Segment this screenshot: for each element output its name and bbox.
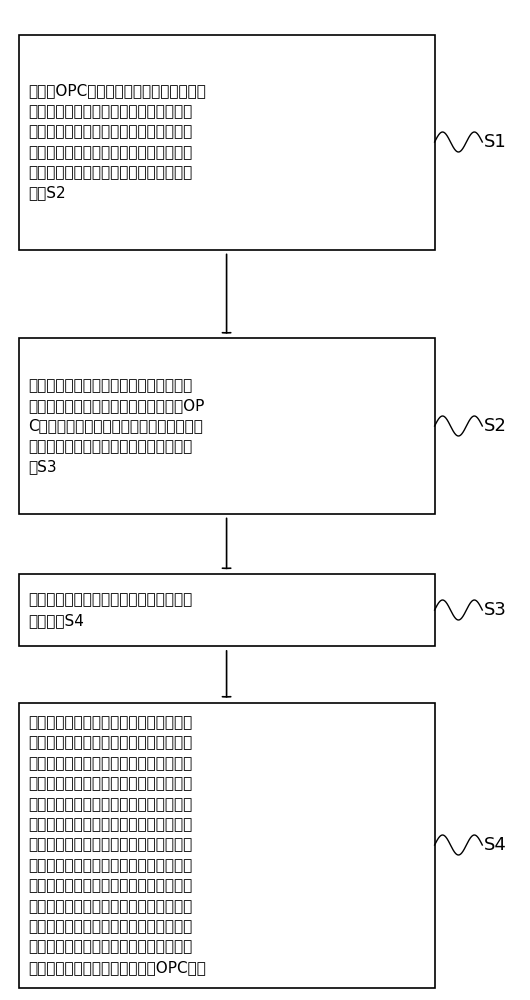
Bar bbox=[19, 574, 435, 646]
Bar bbox=[19, 702, 435, 988]
Text: 当所述第一接触孔和所述第二接触孔的边
缘误差均达到第二设定值，则输出所述OP
C图形；当所述第一接触孔和所述第二接触
孔的边缘误差未达到第二设定值，执行步
骤S: 当所述第一接触孔和所述第二接触孔的边 缘误差均达到第二设定值，则输出所述OP C… bbox=[28, 378, 205, 474]
Bar bbox=[19, 34, 435, 249]
Text: S3: S3 bbox=[484, 601, 507, 619]
Text: 确定所述亚分辨率辅助图形的移动方向；
执行步骤S4: 确定所述亚分辨率辅助图形的移动方向； 执行步骤S4 bbox=[28, 592, 192, 628]
Text: S1: S1 bbox=[484, 133, 507, 151]
Text: 当所述亚分辨率辅助图形与移动方向上的
接触孔图形之间的距离小于第一设定值，
则将所述亚分辨率辅助图形移动至与所述
移动方向上的接触孔间距为第一设定值的
位置，并: 当所述亚分辨率辅助图形与移动方向上的 接触孔图形之间的距离小于第一设定值， 则将… bbox=[28, 715, 206, 975]
Text: S2: S2 bbox=[484, 417, 507, 435]
Text: S4: S4 bbox=[484, 836, 507, 854]
Text: 对所述OPC图形进行光学邻近仿真后得到
模拟曝光图形，得到与所述第一接触孔图
形对应的第一接触孔和所述第二接触孔图
形对应的第二接触孔，计算出所述第一接
触孔和: 对所述OPC图形进行光学邻近仿真后得到 模拟曝光图形，得到与所述第一接触孔图 形… bbox=[28, 84, 206, 200]
Bar bbox=[19, 338, 435, 514]
